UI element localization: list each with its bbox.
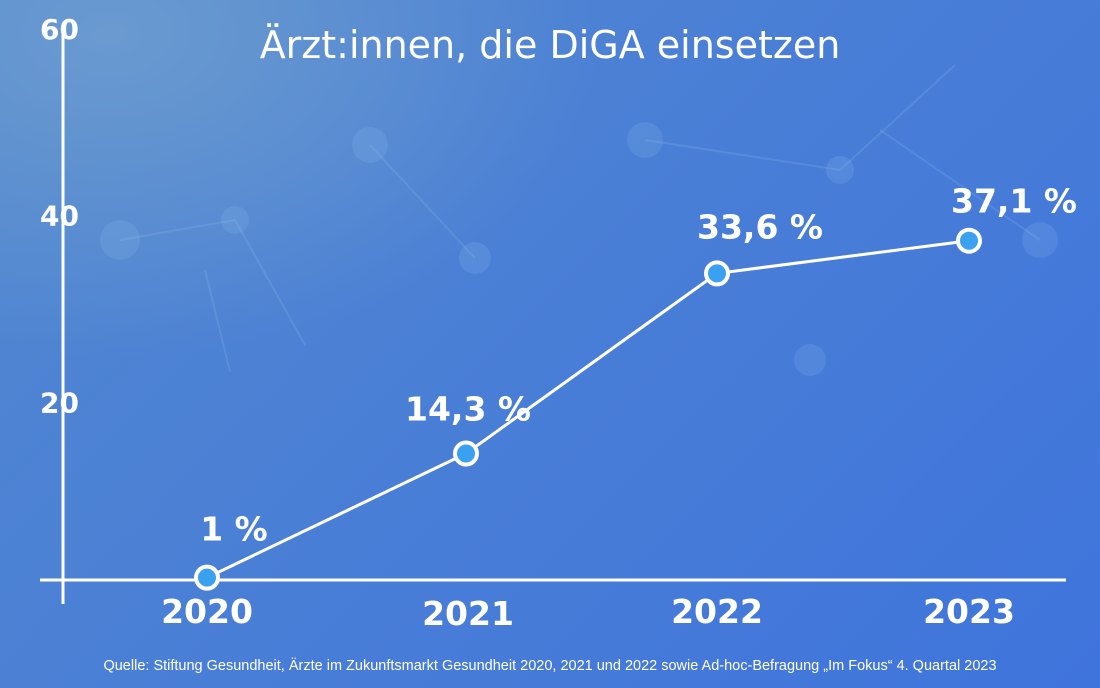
data-label: 37,1 %: [951, 182, 1077, 221]
y-tick-label: 60: [40, 13, 79, 46]
source-note: Quelle: Stiftung Gesundheit, Ärzte im Zu…: [103, 657, 996, 674]
chart-title: Ärzt:innen, die DiGA einsetzen: [260, 23, 841, 67]
y-tick-label: 20: [40, 386, 79, 419]
data-point: [956, 227, 982, 254]
background-network-decoration: [100, 64, 1058, 376]
data-point: [453, 440, 479, 467]
data-point: [704, 260, 730, 287]
x-tick-label: 2023: [923, 592, 1015, 631]
data-point: [194, 564, 220, 591]
data-label: 14,3 %: [405, 390, 531, 429]
x-tick-label: 2020: [161, 592, 253, 631]
data-label: 1 %: [200, 510, 268, 549]
data-label: 33,6 %: [697, 207, 823, 246]
series-line: [206, 239, 970, 580]
x-tick-label: 2022: [671, 592, 763, 631]
y-tick-label: 40: [40, 200, 79, 233]
x-tick-label: 2021: [422, 594, 514, 633]
